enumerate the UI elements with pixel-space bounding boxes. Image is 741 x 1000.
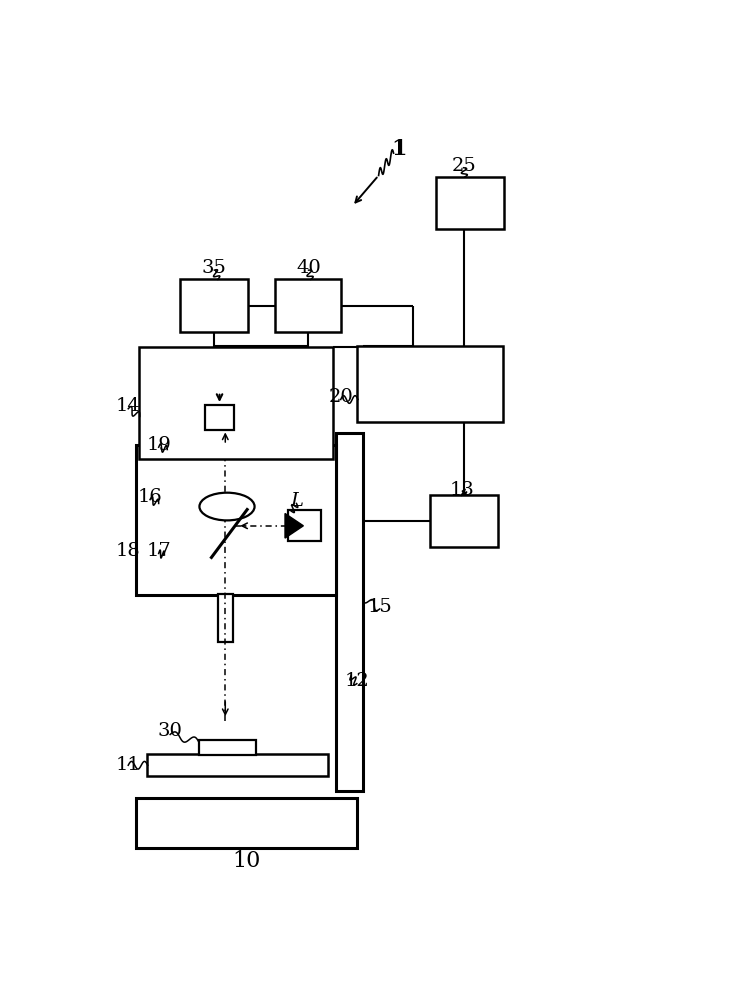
Bar [205, 405, 234, 430]
Bar [288, 510, 321, 541]
Ellipse shape [199, 493, 255, 520]
Bar [431, 495, 498, 547]
Text: 11: 11 [116, 756, 141, 774]
Polygon shape [285, 513, 303, 538]
Bar [139, 347, 333, 459]
Bar [336, 433, 363, 791]
Text: 14: 14 [116, 397, 141, 415]
Text: 19: 19 [146, 436, 171, 454]
Bar [275, 279, 342, 332]
Bar [180, 279, 247, 332]
Text: L: L [290, 492, 303, 510]
Text: 25: 25 [451, 157, 476, 175]
Text: 18: 18 [116, 542, 141, 560]
Text: 10: 10 [233, 850, 261, 872]
Bar [218, 594, 233, 642]
Bar [436, 177, 504, 229]
Text: 20: 20 [328, 388, 353, 406]
Bar [199, 740, 256, 755]
Bar [357, 346, 503, 422]
Text: 13: 13 [450, 481, 475, 499]
Bar [147, 754, 328, 776]
Text: 40: 40 [296, 259, 321, 277]
Text: 1: 1 [391, 138, 407, 160]
Bar [136, 798, 357, 848]
Bar [136, 445, 336, 595]
Text: 17: 17 [146, 542, 171, 560]
Text: 12: 12 [345, 672, 369, 690]
Text: 16: 16 [138, 488, 162, 506]
Text: 15: 15 [368, 598, 392, 616]
Text: 30: 30 [158, 722, 182, 740]
Text: 35: 35 [202, 259, 227, 277]
